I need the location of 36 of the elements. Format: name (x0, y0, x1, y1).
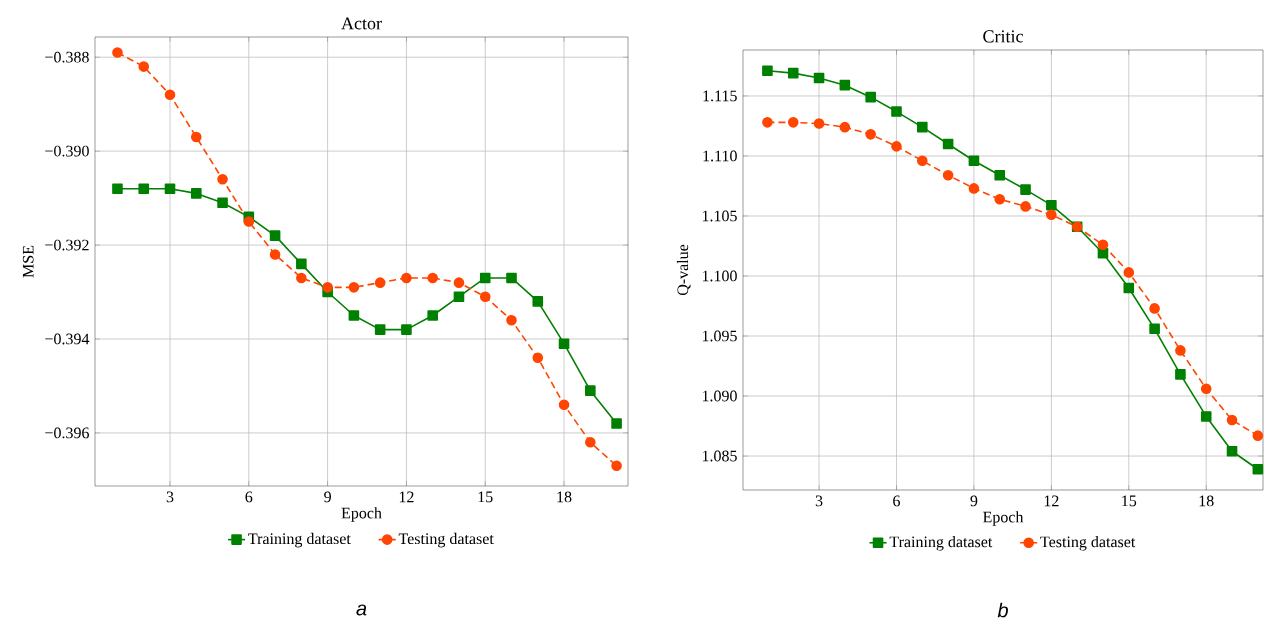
y-tick-label: 1.115 (703, 90, 737, 102)
chart-title: Critic (983, 30, 1023, 43)
y-tick-label: 1.105 (702, 210, 737, 222)
legend-label: Testing dataset (1040, 536, 1136, 551)
x-tick-label: 15 (478, 491, 493, 503)
y-tick-label: 1.110 (703, 150, 737, 162)
x-tick-label: 9 (324, 491, 331, 503)
text: a (356, 604, 367, 616)
x-tick-label: 6 (893, 495, 901, 507)
x-tick-label: 3 (166, 491, 174, 503)
y-tick-label: −0.396 (45, 427, 89, 439)
legend-label: Training dataset (248, 532, 351, 548)
x-tick-label: 12 (399, 491, 414, 503)
chart-title: Actor (341, 17, 382, 30)
text: b (997, 602, 1008, 618)
legend-label: Testing dataset (398, 532, 494, 548)
x-tick-label: 18 (557, 491, 572, 503)
y-tick-label: −0.390 (45, 145, 89, 157)
y-tick-label: 1.100 (702, 270, 737, 282)
y-tick-label: 1.090 (702, 390, 737, 402)
y-tick-label: −0.394 (45, 333, 90, 345)
x-tick-label: 9 (970, 495, 978, 507)
y-axis-title: Q-value (676, 244, 691, 296)
y-tick-label: 1.085 (702, 450, 737, 462)
x-axis-title: Epoch (983, 511, 1024, 526)
x-tick-label: 18 (1199, 495, 1214, 507)
x-tick-label: 6 (245, 491, 253, 503)
x-tick-label: 3 (815, 495, 823, 507)
legend-label: Training dataset (889, 536, 993, 551)
y-tick-label: −0.388 (45, 51, 89, 63)
y-tick-label: 1.095 (702, 330, 737, 342)
y-axis-title: MSE (22, 245, 34, 278)
x-tick-label: 15 (1122, 495, 1137, 507)
y-tick-label: −0.392 (45, 239, 89, 251)
x-axis-title: Epoch (341, 507, 382, 522)
x-tick-label: 12 (1044, 495, 1059, 507)
